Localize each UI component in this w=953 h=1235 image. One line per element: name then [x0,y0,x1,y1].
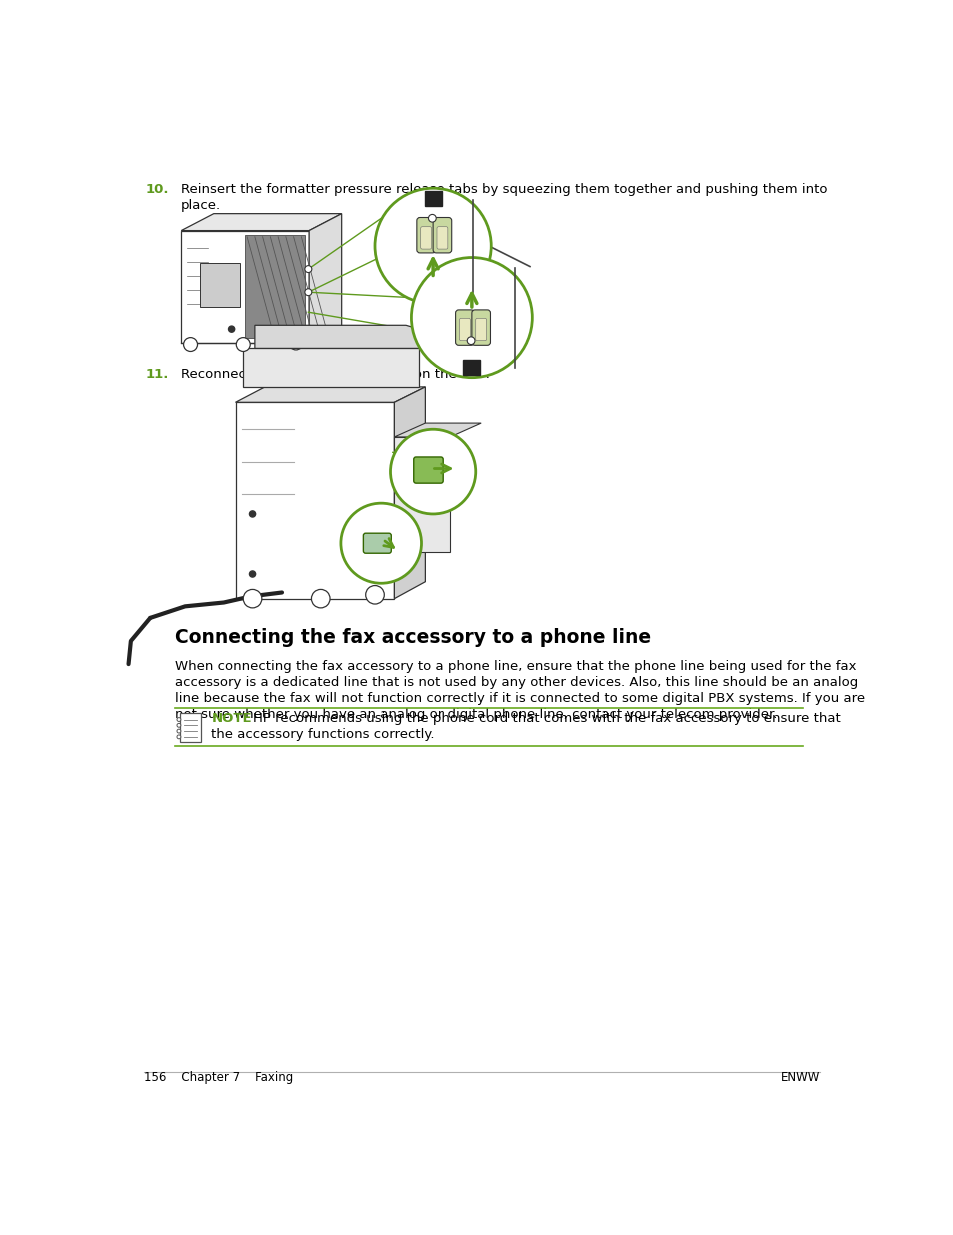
FancyBboxPatch shape [459,319,470,341]
Polygon shape [181,231,309,343]
Polygon shape [394,437,450,552]
Polygon shape [394,387,425,599]
FancyBboxPatch shape [420,227,431,249]
Text: NOTE: NOTE [212,713,252,725]
Circle shape [375,188,491,304]
FancyBboxPatch shape [472,310,490,346]
Circle shape [249,571,255,577]
Circle shape [177,735,181,739]
Polygon shape [235,403,394,599]
Text: line because the fax will not function correctly if it is connected to some digi: line because the fax will not function c… [174,692,864,705]
Circle shape [236,337,250,352]
FancyBboxPatch shape [433,217,452,253]
Text: accessory is a dedicated line that is not used by any other devices. Also, this : accessory is a dedicated line that is no… [174,676,858,689]
Text: When connecting the fax accessory to a phone line, ensure that the phone line be: When connecting the fax accessory to a p… [174,661,856,673]
Polygon shape [254,325,418,348]
FancyBboxPatch shape [476,319,486,341]
FancyBboxPatch shape [436,227,447,249]
Circle shape [305,266,312,273]
FancyBboxPatch shape [179,713,201,742]
Text: not sure whether you have an analog or digital phone line, contact your telecom : not sure whether you have an analog or d… [174,708,777,720]
Text: Connecting the fax accessory to a phone line: Connecting the fax accessory to a phone … [174,627,651,647]
FancyBboxPatch shape [456,310,474,346]
Polygon shape [181,214,341,231]
Polygon shape [309,214,341,343]
Text: the accessory functions correctly.: the accessory functions correctly. [212,727,435,741]
Text: Reconnect all the cables, and turn on the MFP.: Reconnect all the cables, and turn on th… [181,368,490,380]
Circle shape [177,729,181,734]
Circle shape [428,215,436,222]
Circle shape [390,430,476,514]
Circle shape [340,503,421,583]
Circle shape [177,724,181,727]
Circle shape [229,326,234,332]
Text: 156    Chapter 7    Faxing: 156 Chapter 7 Faxing [144,1071,293,1084]
FancyBboxPatch shape [199,263,240,306]
FancyBboxPatch shape [424,191,441,206]
FancyBboxPatch shape [463,359,480,374]
Circle shape [289,336,303,350]
Polygon shape [394,424,480,437]
Polygon shape [243,348,418,387]
Circle shape [311,589,330,608]
FancyBboxPatch shape [414,457,443,483]
Polygon shape [235,387,425,403]
Circle shape [177,718,181,721]
FancyBboxPatch shape [363,534,391,553]
Circle shape [467,337,475,345]
Circle shape [411,258,532,378]
Text: ENWW: ENWW [780,1071,819,1084]
Circle shape [243,589,261,608]
FancyBboxPatch shape [416,217,435,253]
Text: place.: place. [181,199,221,212]
Circle shape [249,511,255,517]
Circle shape [365,585,384,604]
Text: HP recommends using the phone cord that comes with the fax accessory to ensure t: HP recommends using the phone cord that … [253,713,840,725]
Polygon shape [245,235,305,338]
Text: Reinsert the formatter pressure release tabs by squeezing them together and push: Reinsert the formatter pressure release … [181,183,827,196]
Circle shape [305,289,312,295]
Circle shape [183,337,197,352]
Text: 11.: 11. [145,368,169,380]
Text: 10.: 10. [145,183,169,196]
